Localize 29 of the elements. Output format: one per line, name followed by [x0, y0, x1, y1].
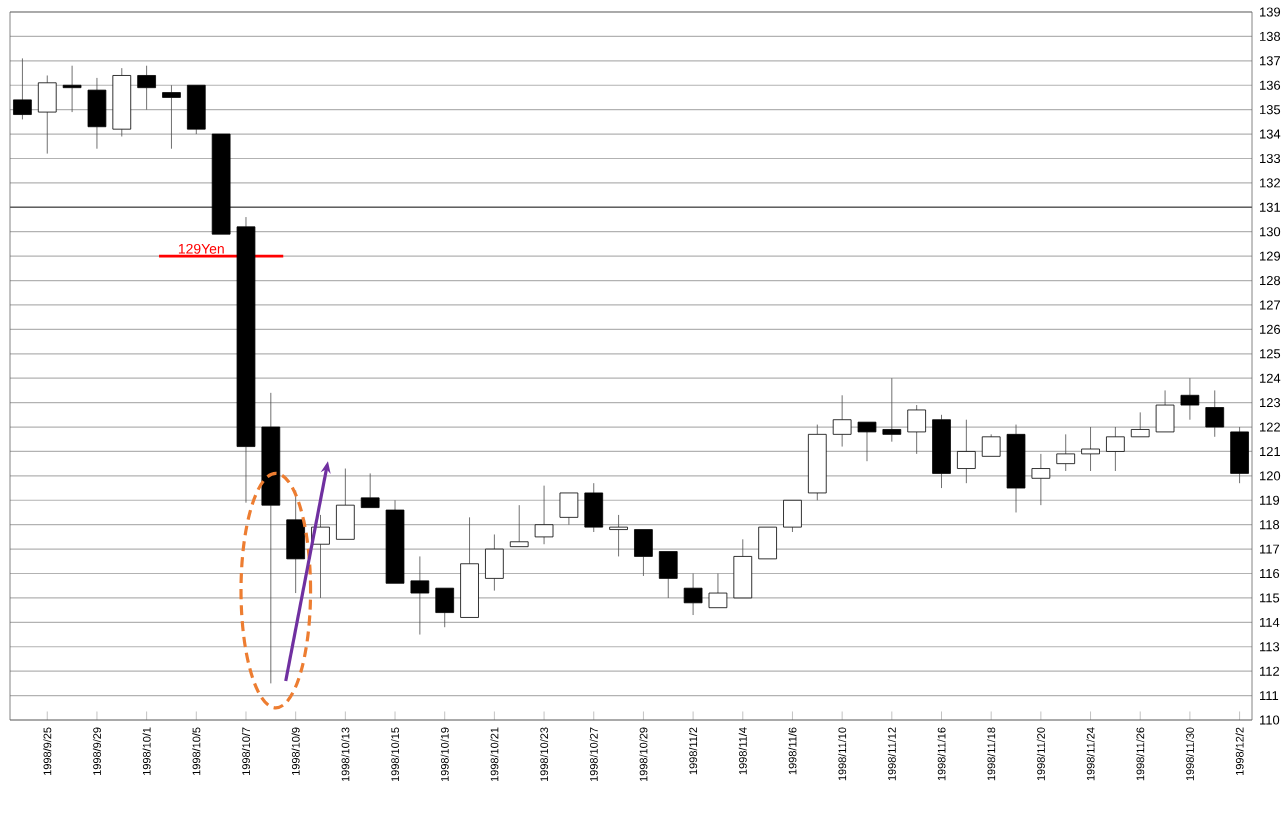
- candlestick: [1180, 377, 1200, 421]
- candlestick: [13, 57, 32, 120]
- candlestick: [832, 394, 852, 447]
- candlestick: [1031, 453, 1051, 506]
- candlestick: [1205, 390, 1225, 438]
- candlestick: [584, 482, 604, 533]
- candlestick: [807, 424, 827, 501]
- candlestick: [37, 75, 57, 154]
- candlestick: [882, 377, 902, 443]
- candlestick: [957, 419, 976, 484]
- candlestick: [1230, 426, 1249, 484]
- candlestick: [162, 84, 181, 150]
- candlestick: [1081, 426, 1100, 472]
- candlestick: [410, 556, 430, 635]
- candlestick: [485, 534, 504, 591]
- candlestick: [62, 65, 82, 113]
- candlestick: [261, 392, 281, 684]
- candlestick: [1056, 433, 1076, 472]
- candlestick: [907, 404, 926, 455]
- candlestick: [87, 77, 107, 150]
- candlestick: [1106, 426, 1125, 472]
- candlestick: [137, 65, 156, 111]
- candlestick: [932, 414, 951, 489]
- candlestick: [683, 573, 703, 616]
- candlestick: [236, 216, 256, 504]
- candlestick: [1006, 424, 1026, 513]
- candlestick: [609, 514, 628, 557]
- candlestick: [112, 67, 132, 137]
- candlestick: [534, 485, 554, 545]
